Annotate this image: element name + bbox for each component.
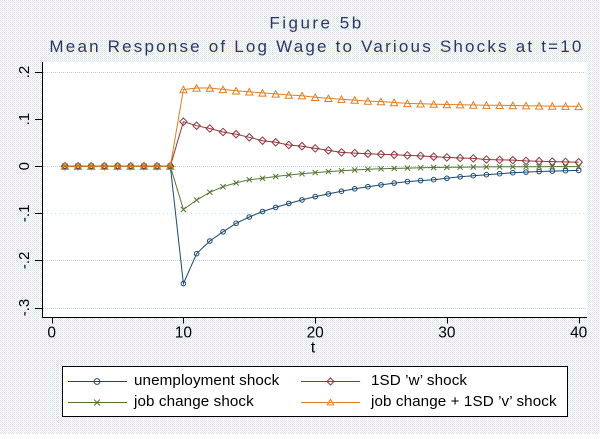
- svg-text:job change shock: job change shock: [133, 393, 254, 410]
- svg-text:1SD ’w’ shock: 1SD ’w’ shock: [371, 372, 467, 389]
- svg-text:20: 20: [307, 325, 325, 342]
- svg-text:30: 30: [438, 325, 456, 342]
- svg-text:-.3: -.3: [16, 299, 33, 317]
- svg-text:-.1: -.1: [16, 205, 33, 223]
- svg-text:job change + 1SD ’v’ shock: job change + 1SD ’v’ shock: [370, 393, 557, 410]
- svg-text:t: t: [311, 340, 316, 357]
- svg-text:0: 0: [16, 162, 33, 170]
- svg-text:unemployment shock: unemployment shock: [134, 372, 280, 389]
- svg-text:Mean Response of Log Wage to V: Mean Response of Log Wage to Various Sho…: [49, 37, 583, 56]
- svg-text:0: 0: [47, 325, 56, 342]
- svg-text:40: 40: [570, 325, 588, 342]
- svg-text:.1: .1: [16, 113, 33, 126]
- svg-text:.2: .2: [16, 66, 33, 79]
- svg-text:10: 10: [175, 325, 193, 342]
- svg-text:Figure 5b: Figure 5b: [269, 14, 363, 33]
- svg-text:-.2: -.2: [16, 252, 33, 270]
